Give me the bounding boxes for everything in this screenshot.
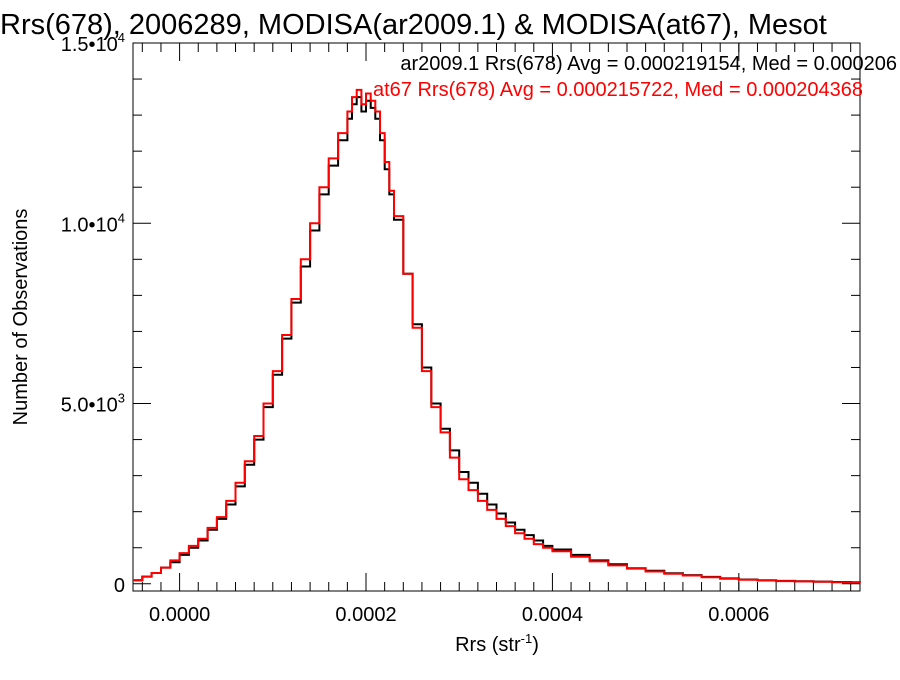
x-axis-label-text: Rrs (str: [455, 634, 521, 656]
y-tick-exponent: 4: [118, 30, 125, 45]
y-tick-exponent: 4: [118, 210, 125, 225]
x-tick-label: 0.0004: [522, 604, 583, 626]
x-tick-label: 0.0006: [708, 604, 769, 626]
y-tick-mantissa: 5.0•10: [61, 395, 118, 417]
y-tick-label: 1.5•104: [61, 30, 125, 56]
y-tick-label: 0: [114, 575, 125, 597]
x-axis-label-close: ): [532, 634, 539, 656]
x-axis-label: Rrs (str-1): [455, 631, 539, 656]
y-tick-mantissa: 1.5•10: [61, 34, 118, 56]
x-axis-label-superscript: -1: [521, 631, 533, 646]
y-tick-label: 5.0•103: [61, 391, 125, 417]
x-tick-label: 0.0002: [335, 604, 396, 626]
y-tick-mantissa: 0: [114, 575, 125, 597]
y-tick-mantissa: 1.0•10: [61, 214, 118, 236]
y-tick-exponent: 3: [118, 391, 125, 406]
chart-title: Rrs(678), 2006289, MODISA(ar2009.1) & MO…: [0, 9, 827, 41]
x-axis-ticks: 0.0000 0.0002 0.0004 0.0006: [141, 43, 852, 626]
y-tick-label: 1.0•104: [61, 210, 125, 236]
x-tick-label: 0.0000: [149, 604, 210, 626]
legend-annotation-at67: at67 Rrs(678) Avg = 0.000215722, Med = 0…: [373, 79, 863, 101]
y-axis-label: Number of Observations: [10, 209, 32, 426]
series-layer: [133, 88, 861, 584]
series-line-1: [133, 88, 861, 584]
legend-annotation-ar2009: ar2009.1 Rrs(678) Avg = 0.000219154, Med…: [400, 53, 897, 75]
